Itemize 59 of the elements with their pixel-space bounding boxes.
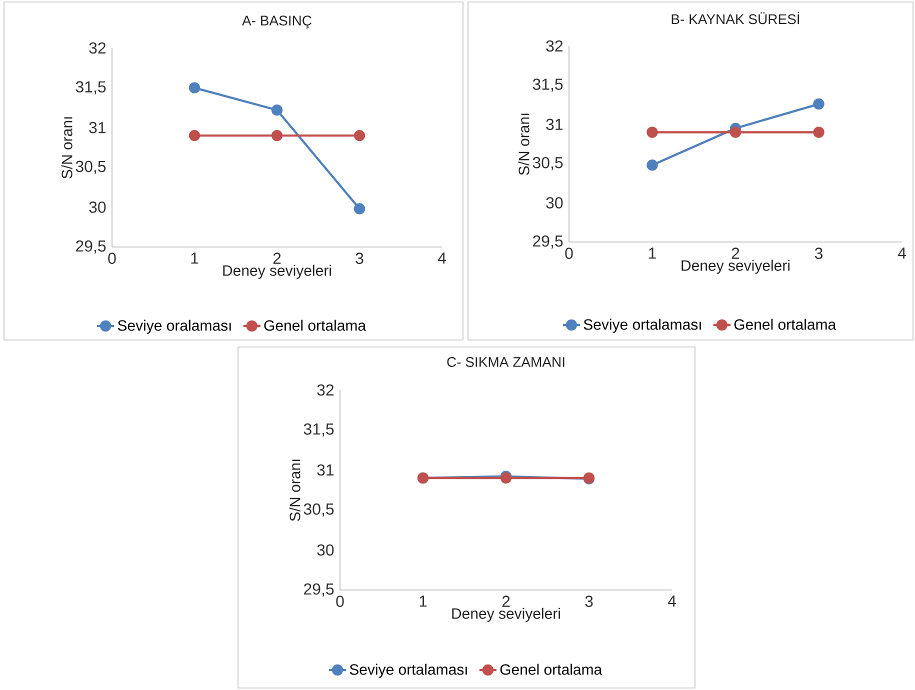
y-axis-title: S/N oranı [289, 460, 300, 521]
x-tick-label: 0 [336, 596, 344, 607]
point [646, 126, 658, 138]
y-tick-label: 31 [317, 464, 334, 476]
y-tick-label: 30,5 [304, 503, 334, 517]
legend-label: Seviye ortalaması [584, 318, 701, 333]
legend-label: Genel ortalama [734, 318, 836, 330]
x-tick-label: 3 [585, 596, 593, 607]
x-tick-label: 0 [565, 248, 573, 259]
y-tick-label: 29,5 [76, 240, 106, 254]
x-tick-label: 1 [420, 596, 427, 607]
point [271, 104, 283, 116]
x-tick-label: 1 [649, 248, 656, 259]
y-tick-label: 31 [546, 118, 563, 130]
y-tick-label: 31,5 [304, 423, 334, 437]
point [354, 203, 366, 214]
y-tick-label: 30 [546, 197, 563, 208]
y-tick-label: 32 [546, 40, 563, 52]
legend-label: Genel ortalama [264, 320, 366, 331]
y-tick-label: 30 [317, 544, 334, 556]
y-tick-label: 31,5 [532, 78, 563, 92]
y-axis-title: S/N oranı [61, 117, 72, 178]
x-tick-label: 3 [814, 248, 822, 259]
legend-label: Seviye oralaması [118, 320, 231, 334]
x-tick-label: 1 [191, 252, 198, 264]
legend-label: Seviye ortalaması [350, 664, 467, 678]
chart-title: C- SIKMA ZAMANI [447, 357, 564, 367]
y-tick-label: 30,5 [76, 160, 106, 174]
chart-title: A- BASINÇ [242, 16, 312, 28]
x-tick-label: 0 [108, 252, 116, 264]
point [188, 82, 200, 94]
y-tick-label: 31,5 [76, 81, 106, 94]
x-tick-label: 2 [732, 248, 740, 259]
point [813, 126, 824, 138]
point [354, 130, 366, 142]
x-tick-label: 4 [898, 248, 906, 259]
x-axis-title: Deney seviyeleri [682, 260, 790, 274]
y-axis-title: S/N oranı [518, 114, 530, 175]
y-tick-label: 30,5 [532, 156, 563, 170]
x-tick-label: 2 [273, 252, 281, 264]
y-tick-label: 30 [89, 202, 106, 213]
point [188, 130, 200, 142]
x-axis-title: Deney seviyeleri [223, 264, 331, 279]
x-axis-title: Deney seviyeleri [452, 608, 560, 622]
chart-title: B- KAYNAK SÜRESİ [672, 12, 800, 24]
y-tick-label: 32 [317, 384, 334, 396]
y-tick-label: 32 [89, 42, 106, 54]
y-tick-label: 31 [89, 122, 106, 134]
x-tick-label: 4 [438, 252, 446, 264]
x-tick-label: 4 [668, 596, 676, 607]
y-tick-label: 29,5 [304, 583, 334, 597]
point [813, 98, 824, 110]
point [646, 160, 658, 171]
x-tick-label: 3 [356, 252, 364, 264]
point [730, 126, 742, 138]
legend-label: Genel ortalama [500, 664, 602, 675]
x-tick-label: 2 [502, 596, 510, 607]
point [271, 130, 283, 142]
y-tick-label: 29,5 [533, 235, 563, 249]
